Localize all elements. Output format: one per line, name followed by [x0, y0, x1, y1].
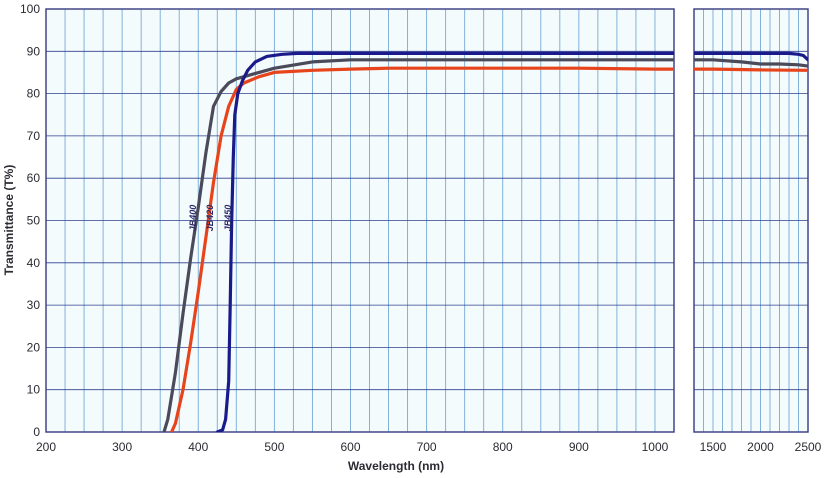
- series-line-jb420: [170, 66, 674, 432]
- x-tick-label: 500: [264, 440, 284, 454]
- main-panel-border: [45, 8, 675, 433]
- y-tick-label: 20: [27, 340, 41, 354]
- x-tick-label: 2500: [795, 440, 822, 454]
- y-tick-label: 30: [27, 298, 41, 312]
- series-line-jb450-extended: [694, 51, 808, 62]
- plot-area: [45, 8, 809, 433]
- series-label-jb450: JB450: [223, 205, 233, 232]
- series-line-jb400-extended: [694, 58, 808, 68]
- y-tick-label: 80: [27, 87, 41, 101]
- y-tick-label: 100: [20, 2, 40, 16]
- y-tick-label: 60: [27, 171, 41, 185]
- series-label-jb420: JB420: [205, 205, 215, 232]
- series-label-jb400: JB400: [188, 205, 198, 232]
- x-tick-label: 1500: [700, 440, 727, 454]
- y-tick-label: 40: [27, 256, 41, 270]
- y-tick-label: 10: [27, 383, 41, 397]
- extended-panel-border: [693, 8, 809, 433]
- y-tick-label: 90: [27, 44, 41, 58]
- x-tick-label: 300: [112, 440, 132, 454]
- y-axis-label: Transmittance (T%): [2, 165, 16, 276]
- x-tick-label: 800: [493, 440, 513, 454]
- y-tick-label: 70: [27, 129, 41, 143]
- series-line-jb420-extended: [694, 67, 808, 72]
- chart-marks: 0 10 20 30 40 50 60 70 80 90 100 200 300 400 500 600 700…: [20, 2, 822, 454]
- series-line-jb450: [215, 51, 674, 432]
- x-tick-label: 600: [340, 440, 360, 454]
- x-tick-label: 400: [188, 440, 208, 454]
- x-axis-label: Wavelength (nm): [348, 459, 444, 473]
- y-tick-label: 0: [33, 425, 40, 439]
- x-tick-label: 700: [417, 440, 437, 454]
- y-tick-label: 50: [27, 214, 41, 228]
- x-tick-label: 1000: [642, 440, 669, 454]
- x-tick-label: 2000: [747, 440, 774, 454]
- series-line-jb400: [162, 58, 674, 432]
- x-tick-label: 200: [36, 440, 56, 454]
- x-tick-label: 900: [569, 440, 589, 454]
